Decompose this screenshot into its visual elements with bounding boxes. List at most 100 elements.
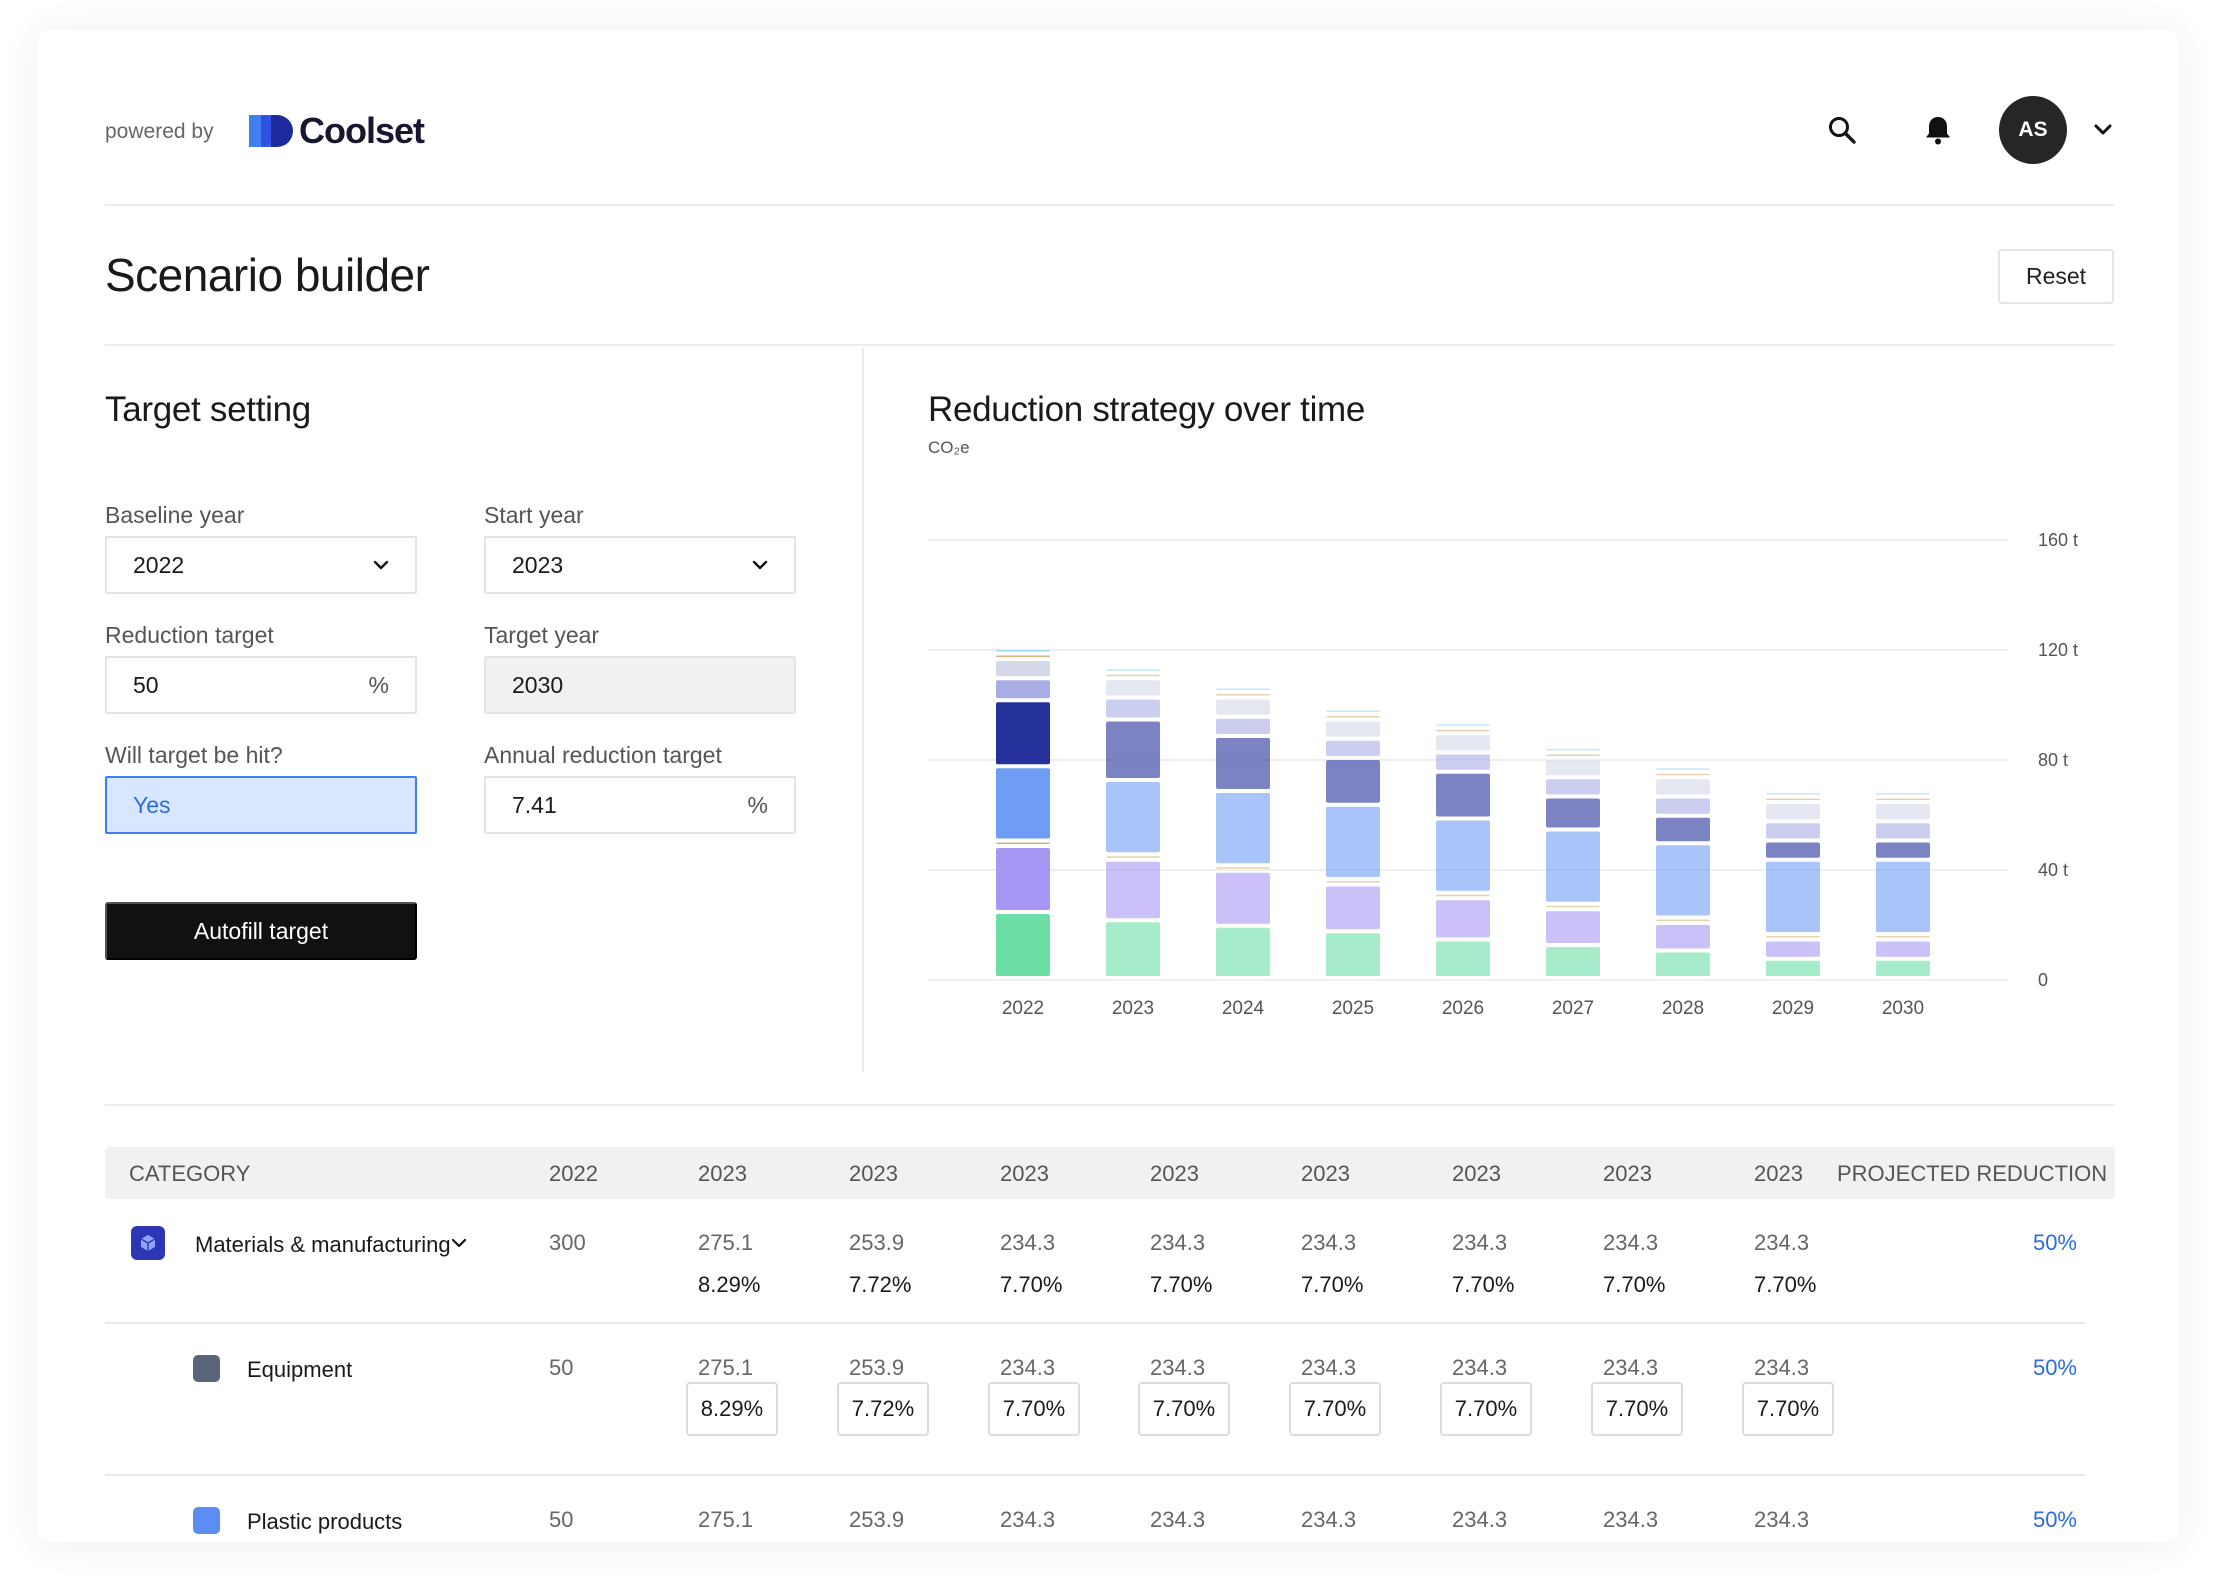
year-reduction-input[interactable]: 8.29% (686, 1382, 778, 1436)
autofill-target-button[interactable]: Autofill target (105, 902, 417, 960)
bar-segment[interactable] (1216, 699, 1270, 715)
start-year-select[interactable]: 2023 (484, 536, 796, 594)
bar-segment[interactable] (1106, 922, 1160, 976)
year-reduction-input[interactable]: 7.72% (837, 1382, 929, 1436)
year-reduction-input[interactable]: 7.70% (1591, 1382, 1683, 1436)
bar-segment[interactable] (1216, 793, 1270, 864)
bar-segment[interactable] (1656, 779, 1710, 795)
bar-segment[interactable] (1656, 925, 1710, 949)
bar-segment[interactable] (1436, 735, 1490, 751)
bar-segment[interactable] (1436, 773, 1490, 817)
bar-segment[interactable] (1656, 817, 1710, 842)
bar-segment[interactable] (1436, 894, 1490, 897)
bar-segment[interactable] (1106, 861, 1160, 919)
bar-segment[interactable] (1546, 779, 1600, 795)
bar-segment[interactable] (1216, 688, 1270, 691)
year-reduction-input[interactable]: 7.70% (1440, 1382, 1532, 1436)
bar-segment[interactable] (1656, 798, 1710, 814)
annual-reduction-input[interactable]: 7.41 % (484, 776, 796, 834)
bar-segment[interactable] (996, 848, 1050, 910)
bar-segment[interactable] (1436, 941, 1490, 977)
year-reduction-input[interactable]: 7.70% (1289, 1382, 1381, 1436)
bar-segment[interactable] (1216, 738, 1270, 789)
bar-segment[interactable] (1326, 760, 1380, 803)
bar-segment[interactable] (996, 702, 1050, 765)
bar-segment[interactable] (1216, 872, 1270, 924)
bar-segment[interactable] (1106, 674, 1160, 677)
bar-segment[interactable] (1766, 823, 1820, 839)
bar-segment[interactable] (1766, 960, 1820, 976)
bar-segment[interactable] (996, 680, 1050, 699)
bar-segment[interactable] (1436, 729, 1490, 732)
bar-segment[interactable] (1546, 754, 1600, 757)
bar-segment[interactable] (1106, 721, 1160, 779)
bar-segment[interactable] (1546, 831, 1600, 902)
bar-segment[interactable] (1876, 941, 1930, 957)
bar-segment[interactable] (1876, 960, 1930, 976)
bar-segment[interactable] (1326, 886, 1380, 930)
bar-segment[interactable] (1546, 905, 1600, 908)
bar-segment[interactable] (1766, 936, 1820, 938)
bar-segment[interactable] (1326, 881, 1380, 883)
year-reduction-input[interactable]: 7.70% (1742, 1382, 1834, 1436)
coolset-logo[interactable]: Coolset (247, 110, 425, 152)
baseline-year-select[interactable]: 2022 (105, 536, 417, 594)
year-reduction-input[interactable]: 7.70% (988, 1382, 1080, 1436)
bar-segment[interactable] (1326, 740, 1380, 756)
bar-segment[interactable] (1326, 716, 1380, 718)
bar-segment[interactable] (1656, 773, 1710, 776)
bar-segment[interactable] (1216, 867, 1270, 869)
bar-segment[interactable] (1436, 724, 1490, 726)
bar-segment[interactable] (1546, 947, 1600, 976)
bar-segment[interactable] (1766, 793, 1820, 795)
bell-icon[interactable] (1918, 110, 1958, 150)
bar-segment[interactable] (1436, 754, 1490, 770)
bar-segment[interactable] (1106, 856, 1160, 858)
bar-segment[interactable] (1656, 919, 1710, 922)
bar-segment[interactable] (1546, 760, 1600, 776)
bar-segment[interactable] (1326, 933, 1380, 976)
reduction-target-input[interactable]: 50 % (105, 656, 417, 714)
bar-segment[interactable] (1766, 842, 1820, 858)
bar-segment[interactable] (1216, 927, 1270, 976)
bar-segment[interactable] (1656, 845, 1710, 916)
bar-segment[interactable] (1766, 861, 1820, 932)
bar-segment[interactable] (1436, 820, 1490, 891)
bar-segment[interactable] (1876, 842, 1930, 858)
chevron-down-icon[interactable] (2083, 110, 2123, 150)
bar-segment[interactable] (1436, 900, 1490, 938)
search-icon[interactable] (1822, 110, 1862, 150)
bar-segment[interactable] (1656, 768, 1710, 770)
bar-segment[interactable] (1546, 911, 1600, 943)
bar-segment[interactable] (1656, 952, 1710, 977)
bar-segment[interactable] (1216, 718, 1270, 734)
bar-segment[interactable] (996, 655, 1050, 658)
bar-segment[interactable] (1106, 680, 1160, 696)
bar-segment[interactable] (1216, 694, 1270, 696)
bar-segment[interactable] (1326, 710, 1380, 713)
bar-segment[interactable] (1876, 798, 1930, 801)
year-reduction-input[interactable]: 7.70% (1138, 1382, 1230, 1436)
bar-segment[interactable] (1326, 721, 1380, 737)
chevron-down-icon[interactable] (451, 1236, 467, 1254)
bar-segment[interactable] (996, 914, 1050, 976)
bar-segment[interactable] (1106, 699, 1160, 718)
bar-segment[interactable] (1546, 749, 1600, 751)
bar-segment[interactable] (1876, 804, 1930, 820)
bar-segment[interactable] (996, 650, 1050, 652)
bar-segment[interactable] (996, 768, 1050, 839)
bar-segment[interactable] (1546, 798, 1600, 828)
reset-button[interactable]: Reset (1998, 249, 2114, 304)
bar-segment[interactable] (1766, 941, 1820, 957)
bar-segment[interactable] (996, 661, 1050, 677)
bar-segment[interactable] (1876, 793, 1930, 795)
bar-segment[interactable] (1106, 669, 1160, 671)
bar-segment[interactable] (1106, 782, 1160, 853)
bar-segment[interactable] (996, 842, 1050, 845)
user-avatar[interactable]: AS (1999, 96, 2067, 164)
bar-segment[interactable] (1876, 936, 1930, 938)
bar-segment[interactable] (1766, 804, 1820, 820)
bar-segment[interactable] (1766, 798, 1820, 801)
bar-segment[interactable] (1876, 823, 1930, 839)
bar-segment[interactable] (1326, 806, 1380, 877)
